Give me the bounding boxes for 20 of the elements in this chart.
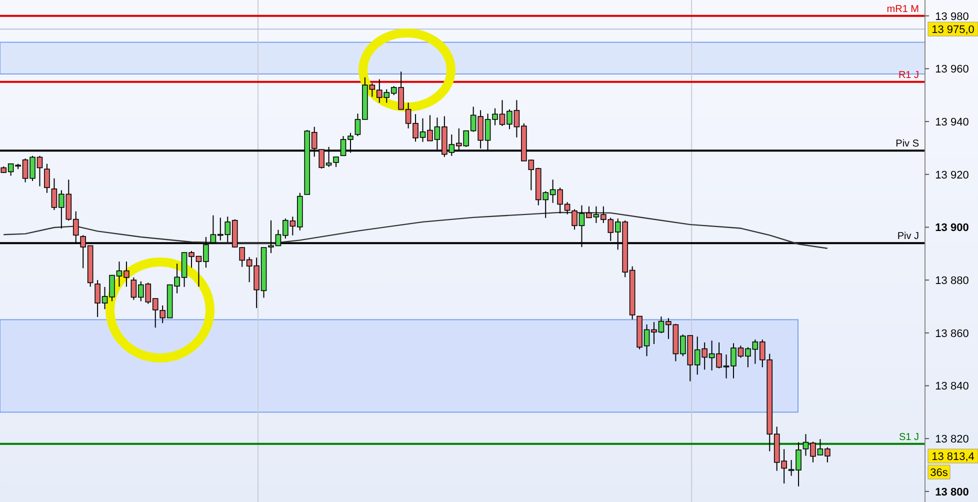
y-tick-label: 13 820 bbox=[935, 434, 969, 446]
ref-line-label: Piv S bbox=[896, 138, 920, 150]
text: 13 813,4 bbox=[932, 451, 974, 464]
y-tick-label: 13 940 bbox=[935, 116, 969, 129]
y-tick-label: 13 800 bbox=[935, 486, 969, 498]
y-tick-label: 13 960 bbox=[935, 64, 969, 76]
ref-line-label: 13 975,0 bbox=[932, 24, 974, 36]
y-tick-label: 13 980 bbox=[935, 10, 969, 23]
candlestick bbox=[44, 163, 50, 194]
y-tick-label: 13 880 bbox=[935, 275, 969, 288]
ref-line-label: R1 J bbox=[898, 70, 919, 81]
y-tick-label: 13 840 bbox=[935, 380, 969, 393]
line-series bbox=[3, 212, 828, 249]
y-tick-label: 13 860 bbox=[935, 328, 969, 340]
text: 36s bbox=[930, 467, 948, 480]
ref-line-label: mR1 M bbox=[886, 4, 919, 15]
ref-line-label: S1 J bbox=[898, 432, 919, 443]
ref-line-label: Piv J bbox=[897, 231, 919, 242]
y-tick-label: 13 920 bbox=[935, 169, 969, 182]
y-tick-label: 13 900 bbox=[935, 222, 969, 234]
